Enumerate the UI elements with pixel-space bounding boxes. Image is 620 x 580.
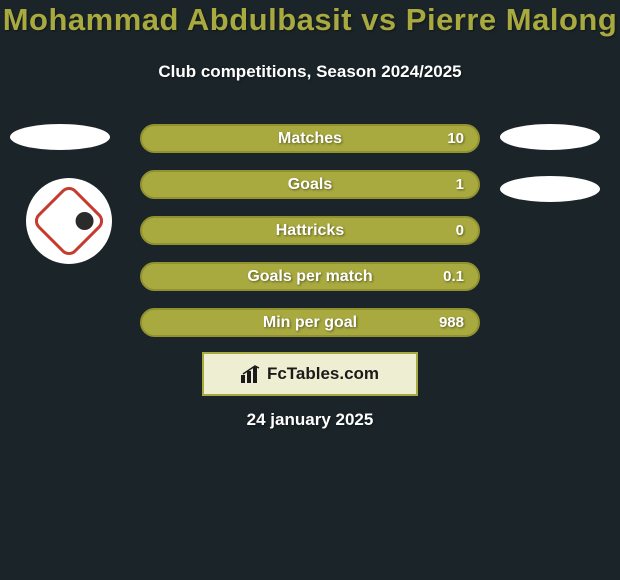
stat-value: 0.1: [443, 268, 464, 285]
stat-label: Min per goal: [142, 314, 478, 332]
soccer-ball-icon: [72, 208, 97, 233]
club-logo: [26, 178, 112, 264]
chart-icon: [241, 365, 261, 383]
player-left-ellipse: [10, 124, 110, 150]
stat-bar: Goals per match0.1: [140, 262, 480, 291]
stat-label: Goals: [142, 176, 478, 194]
branding-text: FcTables.com: [267, 364, 379, 384]
stat-bar: Matches10: [140, 124, 480, 153]
comparison-infographic: Mohammad Abdulbasit vs Pierre Malong Clu…: [0, 0, 620, 580]
player-right-ellipse-1: [500, 124, 600, 150]
stat-value: 988: [439, 314, 464, 331]
branding-box: FcTables.com: [202, 352, 418, 396]
page-subtitle: Club competitions, Season 2024/2025: [0, 62, 620, 82]
stat-label: Matches: [142, 130, 478, 148]
stat-label: Goals per match: [142, 268, 478, 286]
stat-value: 10: [447, 130, 464, 147]
infographic-date: 24 january 2025: [0, 410, 620, 430]
stat-bar: Min per goal988: [140, 308, 480, 337]
player-right-ellipse-2: [500, 176, 600, 202]
club-logo-badge: [31, 183, 107, 259]
stat-label: Hattricks: [142, 222, 478, 240]
stat-value: 1: [456, 176, 464, 193]
stat-value: 0: [456, 222, 464, 239]
page-title: Mohammad Abdulbasit vs Pierre Malong: [0, 2, 620, 38]
stat-bars: Matches10Goals1Hattricks0Goals per match…: [140, 124, 480, 337]
stat-bar: Goals1: [140, 170, 480, 199]
stat-bar: Hattricks0: [140, 216, 480, 245]
